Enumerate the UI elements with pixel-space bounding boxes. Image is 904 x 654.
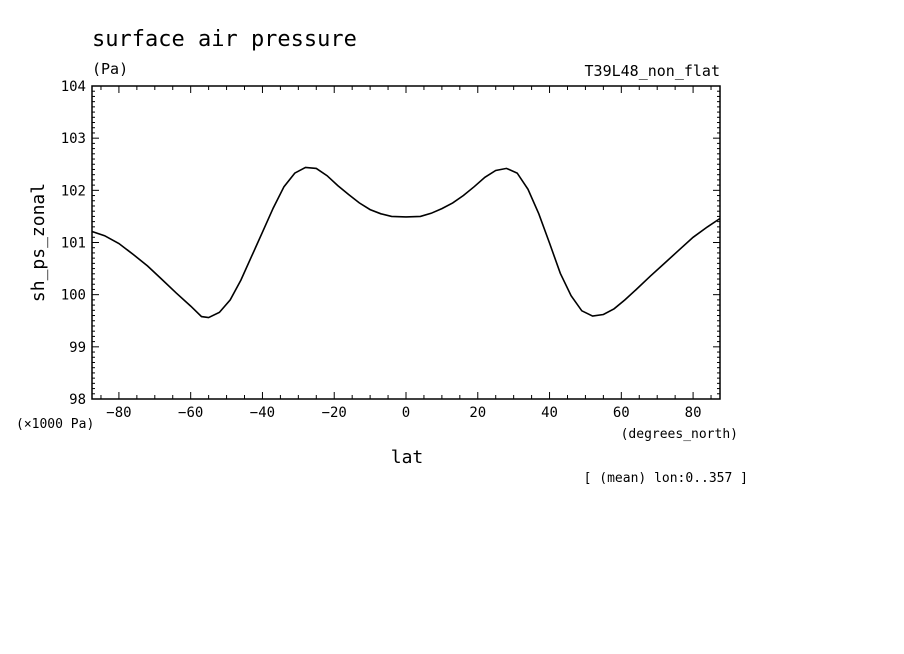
x-tick-label: 0	[402, 405, 410, 421]
y-tick-label: 102	[61, 183, 86, 199]
series-line	[91, 166, 721, 319]
x-tick-label: 80	[685, 405, 702, 421]
x-axis: −80 −60 −40 −20 0 20 40 60 80	[100, 86, 712, 421]
y-axis: 98 99 100 101 102 103 104	[61, 79, 720, 408]
units-label: (Pa)	[92, 60, 128, 78]
y-tick-label: 100	[61, 288, 86, 304]
x-tick-label: −20	[322, 405, 347, 421]
y-tick-label: 101	[61, 236, 86, 252]
y-tick-label: 103	[61, 131, 86, 147]
footnote: [ (mean) lon:0..357 ]	[584, 471, 748, 486]
x-tick-label: 20	[469, 405, 486, 421]
x-tick-label: 60	[613, 405, 630, 421]
plot-frame	[91, 85, 721, 400]
experiment-label: T39L48_non_flat	[585, 62, 720, 80]
y-tick-label: 104	[61, 79, 86, 95]
x-tick-label: −80	[106, 405, 131, 421]
x-axis-label: lat	[391, 447, 424, 468]
y-tick-label: 99	[69, 340, 86, 356]
x-tick-label: −60	[178, 405, 203, 421]
y-tick-label: 98	[69, 392, 86, 408]
y-axis-label: sh_ps_zonal	[28, 183, 49, 302]
plot-area: −80 −60 −40 −20 0 20 40 60 80 98 99 100 101 102 103 10…	[61, 79, 721, 421]
x-tick-label: 40	[541, 405, 558, 421]
x-unit-note: (degrees_north)	[621, 427, 738, 442]
x-tick-label: −40	[250, 405, 275, 421]
y-scale-note: (×1000 Pa)	[16, 417, 94, 432]
chart-title: surface air pressure	[92, 27, 357, 52]
